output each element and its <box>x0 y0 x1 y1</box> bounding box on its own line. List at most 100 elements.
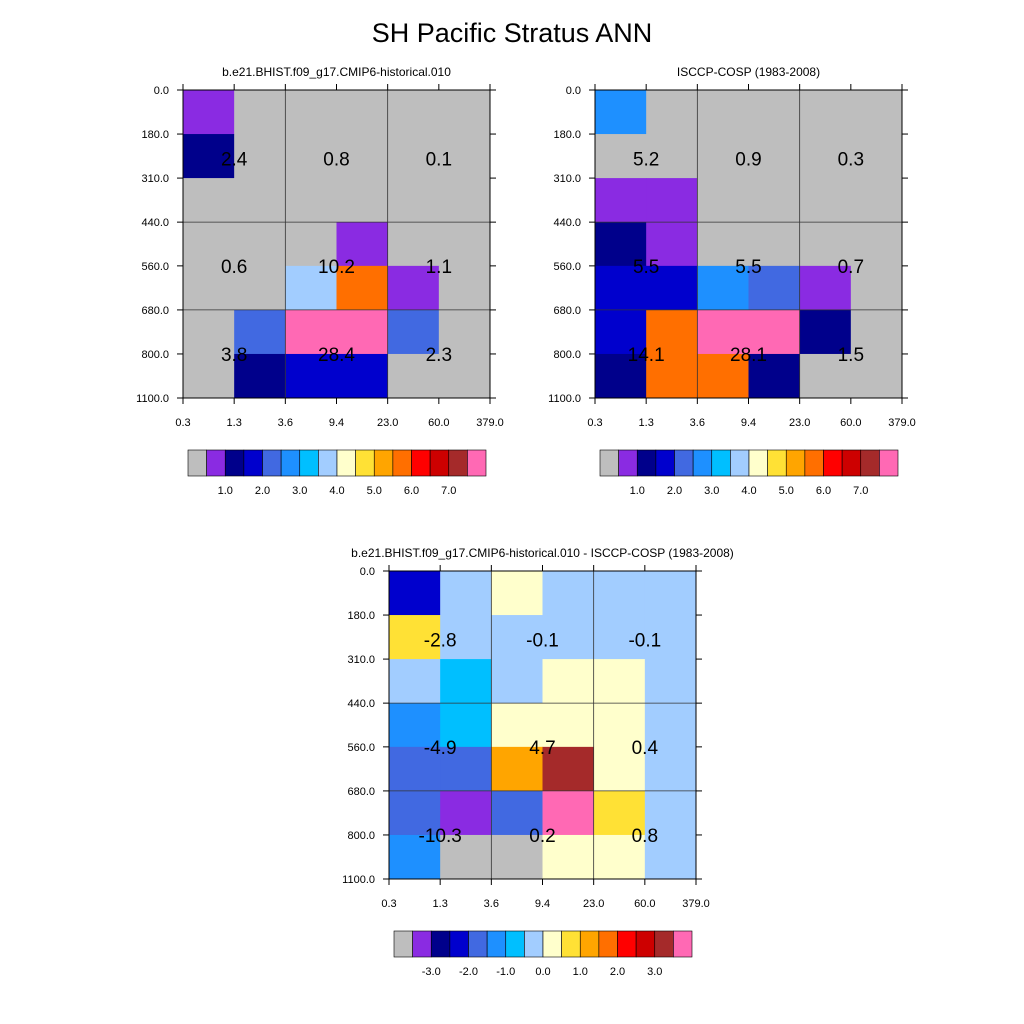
colorbar-swatch <box>187 449 207 477</box>
colorbar-swatch <box>599 449 619 477</box>
heatmap-cell <box>644 746 697 792</box>
colorbar-swatch <box>206 449 226 477</box>
colorbar-swatch <box>730 449 750 477</box>
colorbar-label: -1.0 <box>496 966 515 978</box>
heatmap-cell <box>440 834 492 880</box>
colorbar-swatch <box>879 449 899 477</box>
y-tick-label: 800.0 <box>553 349 581 361</box>
y-tick-label: 180.0 <box>141 129 169 141</box>
heatmap-cell <box>183 90 235 135</box>
colorbar-swatch <box>318 449 338 477</box>
heatmap-cell <box>438 90 491 135</box>
block-value-label: 10.2 <box>318 257 355 278</box>
colorbar-label: 0.0 <box>535 966 550 978</box>
colorbar-swatch <box>860 449 880 477</box>
colorbar-swatch <box>617 930 637 958</box>
block-value-label: -0.1 <box>526 630 559 651</box>
heatmap-cell <box>799 309 852 355</box>
block-value-label: -2.8 <box>424 630 457 651</box>
y-tick-label: 180.0 <box>347 610 375 622</box>
heatmap-cell <box>748 134 801 179</box>
block-value-label: 1.1 <box>426 257 452 278</box>
x-tick-label: 23.0 <box>583 898 604 910</box>
x-tick-label: 3.6 <box>484 898 499 910</box>
heatmap-cell <box>336 353 389 399</box>
colorbar-swatch <box>411 449 431 477</box>
block-value-label: 0.9 <box>735 149 761 170</box>
colorbar-swatch <box>224 449 245 477</box>
heatmap-cell <box>336 309 389 355</box>
heatmap-cell <box>542 834 595 880</box>
heatmap-cell <box>440 571 492 616</box>
colorbar-swatch <box>748 449 768 477</box>
colorbar-swatch <box>429 449 450 477</box>
block-value-label: 0.2 <box>529 826 555 847</box>
colorbar-swatch <box>692 449 713 477</box>
heatmap-cell <box>183 353 235 399</box>
block-value-label: 14.1 <box>628 345 665 366</box>
heatmap-cell <box>595 353 647 399</box>
heatmap-cell <box>389 659 441 704</box>
x-tick-label: 379.0 <box>682 898 710 910</box>
colorbar-swatch <box>635 930 656 958</box>
heatmap-cell <box>850 90 903 135</box>
colorbar-swatch <box>430 930 451 958</box>
heatmap-cell <box>697 353 749 399</box>
heatmap-cell <box>389 834 441 880</box>
y-tick-label: 310.0 <box>553 173 581 185</box>
heatmap-cell <box>387 90 440 135</box>
heatmap-cell <box>234 222 286 267</box>
heatmap-cell <box>336 265 389 311</box>
diff-subtitle: b.e21.BHIST.f09_g17.CMIP6-historical.010… <box>351 546 734 560</box>
colorbar-swatch <box>412 930 432 958</box>
x-tick-label: 3.6 <box>690 417 705 429</box>
heatmap-cell <box>491 571 543 616</box>
figure-title: SH Pacific Stratus ANN <box>371 18 653 48</box>
heatmap-cell <box>644 571 697 616</box>
x-tick-label: 9.4 <box>535 898 550 910</box>
x-tick-label: 0.3 <box>175 417 190 429</box>
y-tick-label: 440.0 <box>347 698 375 710</box>
heatmap-cell <box>387 309 440 355</box>
heatmap-cell <box>646 178 698 223</box>
block-value-label: 0.3 <box>838 149 864 170</box>
heatmap-cell <box>850 265 903 311</box>
heatmap-cell <box>542 615 595 660</box>
colorbar-label: 6.0 <box>404 485 419 497</box>
heatmap-cell <box>697 309 749 355</box>
heatmap-cell <box>285 90 337 135</box>
diff-heatmap: b.e21.BHIST.f09_g17.CMIP6-historical.010… <box>342 546 734 978</box>
heatmap-cell <box>183 309 235 355</box>
heatmap-cell <box>438 309 491 355</box>
colorbar-label: 2.0 <box>255 485 270 497</box>
heatmap-cell <box>799 178 852 223</box>
heatmap-cell <box>799 90 852 135</box>
block-value-label: 4.7 <box>529 738 555 759</box>
heatmap-cell <box>646 222 698 267</box>
heatmap-cell <box>697 265 749 311</box>
y-tick-label: 440.0 <box>141 217 169 229</box>
block-value-label: 0.8 <box>323 149 349 170</box>
colorbar-swatch <box>448 449 468 477</box>
block-value-label: -0.1 <box>628 630 661 651</box>
colorbar-swatch <box>655 449 675 477</box>
model-subtitle: b.e21.BHIST.f09_g17.CMIP6-historical.010 <box>222 65 451 79</box>
heatmap-cell <box>440 659 492 704</box>
colorbar-swatch <box>468 930 488 958</box>
heatmap-cell <box>542 703 595 748</box>
heatmap-cell <box>285 309 337 355</box>
heatmap-cell <box>183 222 235 267</box>
heatmap-cell <box>336 178 389 223</box>
heatmap-cell <box>438 222 491 267</box>
y-tick-label: 1100.0 <box>136 393 169 405</box>
colorbar-swatch <box>280 449 301 477</box>
colorbar-label: 1.0 <box>218 485 233 497</box>
heatmap-cell <box>440 790 492 836</box>
heatmap-cell <box>440 703 492 748</box>
heatmap-cell <box>387 265 440 311</box>
colorbar-swatch <box>785 449 806 477</box>
colorbar-swatch <box>654 930 674 958</box>
colorbar-swatch <box>243 449 263 477</box>
colorbar-swatch <box>336 449 356 477</box>
block-value-label: 2.3 <box>426 345 452 366</box>
